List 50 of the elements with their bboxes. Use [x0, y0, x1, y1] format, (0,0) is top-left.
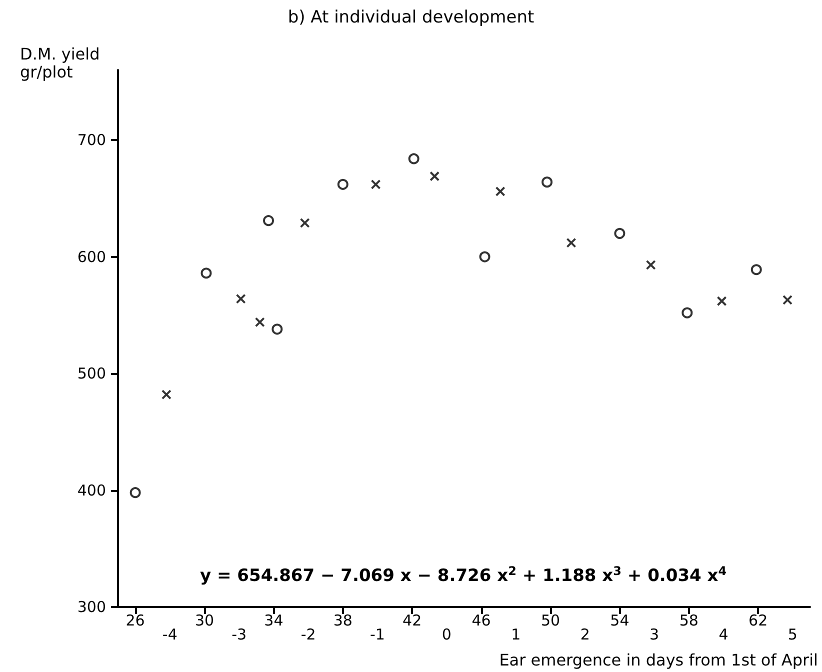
x-tick-label: 30 [194, 612, 214, 630]
x2-tick-label: -3 [232, 626, 247, 644]
point [370, 179, 381, 190]
x-tick-label: 62 [748, 612, 768, 630]
point [300, 218, 310, 228]
y-tick-label: 500 [77, 364, 106, 383]
point [682, 307, 693, 318]
point [272, 324, 283, 335]
point [750, 264, 762, 276]
point [716, 296, 727, 306]
y-tick-label: 600 [77, 248, 106, 266]
x2-tick-label: 5 [788, 626, 798, 644]
x2-tick-label: -2 [300, 626, 316, 644]
x-tick-label: 54 [610, 612, 630, 630]
point [254, 317, 265, 328]
x2-tick-label: -4 [162, 626, 178, 644]
point [646, 260, 656, 270]
x2-tick-label: -1 [370, 626, 385, 644]
x2-tick-label: 4 [718, 626, 728, 644]
x-axis-title: Ear emergence in days from 1st of April [499, 650, 818, 670]
x-tick-label: 34 [264, 612, 284, 630]
point [479, 251, 490, 262]
y-tick-label: 300 [77, 598, 106, 616]
y-axis-title: D.M. yield gr/plot [20, 44, 100, 82]
point [782, 294, 793, 305]
x-tick-label: 42 [402, 612, 422, 630]
point [263, 215, 274, 226]
point [408, 153, 420, 164]
x2-tick-label: 2 [580, 626, 590, 644]
x2-tick-label: 1 [511, 626, 521, 644]
point [130, 487, 141, 498]
x-tick-label: 46 [472, 612, 491, 630]
x-tick-label: 50 [540, 612, 560, 630]
y-tick-label: 700 [77, 131, 106, 150]
y-tick-label: 400 [77, 481, 106, 500]
point [236, 294, 246, 304]
x2-tick-label: 3 [650, 626, 660, 644]
point [337, 178, 348, 190]
point [495, 186, 506, 196]
x-tick-label: 38 [333, 612, 352, 630]
point [161, 390, 172, 400]
point [542, 176, 553, 188]
point [614, 228, 626, 239]
x-tick-label: 58 [679, 612, 698, 630]
point [566, 238, 576, 248]
chart-title: b) At individual development [288, 8, 534, 28]
point [430, 171, 440, 182]
x-tick-label: 26 [126, 612, 145, 630]
point [200, 268, 212, 279]
x2-tick-label: 0 [442, 626, 452, 644]
